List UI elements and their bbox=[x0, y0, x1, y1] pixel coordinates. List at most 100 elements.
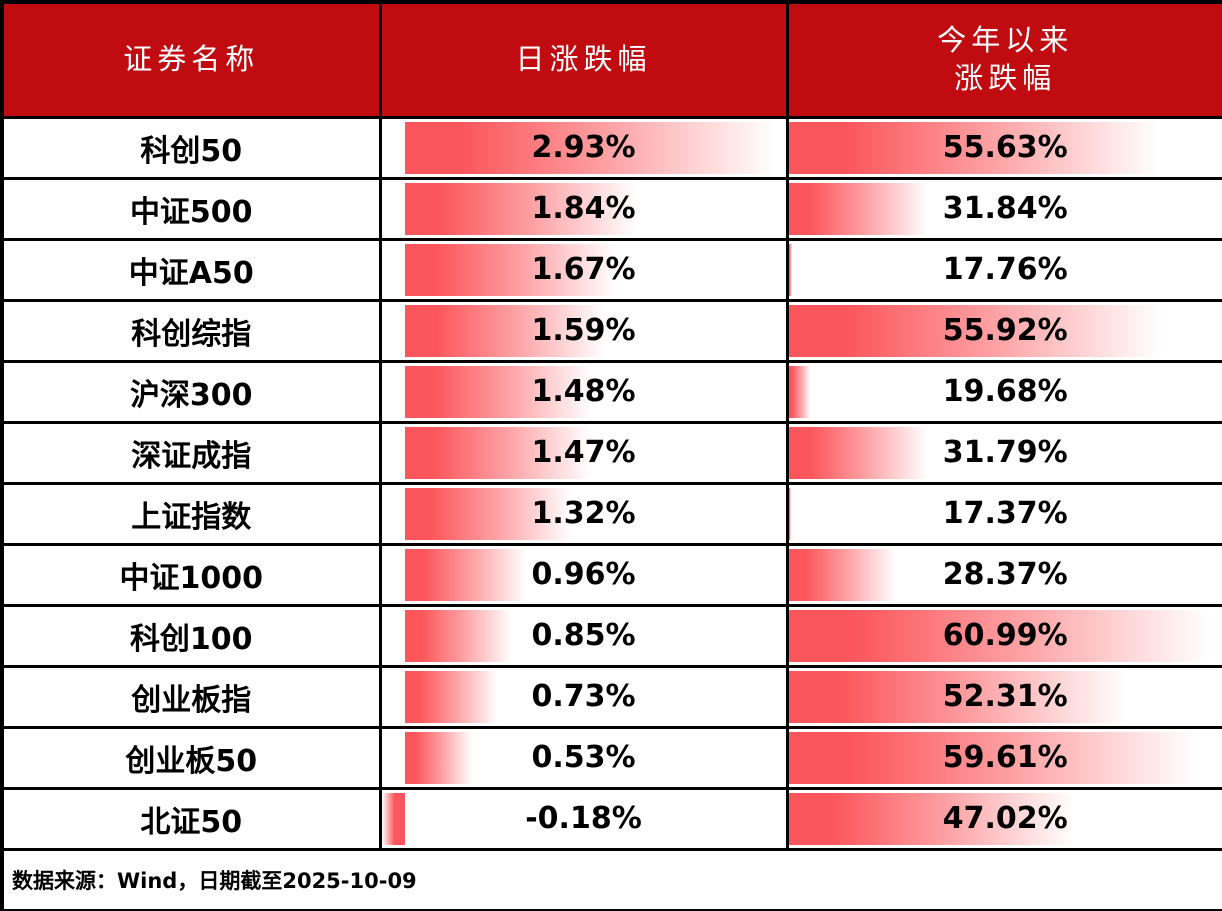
daily-change-databar bbox=[383, 792, 405, 845]
daily-change-cell: 0.85% bbox=[378, 603, 789, 668]
table-row: 深证成指 1.47% 31.79% bbox=[0, 420, 1222, 485]
daily-change-databar bbox=[404, 243, 622, 296]
ytd-change-databar bbox=[790, 670, 1136, 723]
ytd-change-value: 28.37% bbox=[942, 557, 1068, 592]
daily-change-cell: 1.47% bbox=[378, 420, 789, 485]
daily-change-value: 0.53% bbox=[531, 740, 636, 775]
daily-change-value: 1.32% bbox=[531, 496, 636, 531]
daily-change-value: 0.73% bbox=[531, 679, 636, 714]
ytd-change-databar bbox=[790, 121, 1169, 174]
daily-change-cell: 1.48% bbox=[378, 359, 789, 424]
daily-change-databar bbox=[404, 182, 644, 235]
index-name-cell: 科创综指 bbox=[0, 298, 382, 363]
daily-change-value: 1.59% bbox=[531, 313, 636, 348]
daily-change-value: 2.93% bbox=[531, 130, 636, 165]
daily-change-databar bbox=[404, 426, 596, 479]
ytd-change-cell: 28.37% bbox=[785, 542, 1222, 607]
index-name-cell: 创业板50 bbox=[0, 725, 382, 790]
col-header-ytd-line2: 涨跌幅 bbox=[954, 60, 1057, 95]
index-name: 科创100 bbox=[129, 621, 253, 657]
ytd-change-cell: 31.79% bbox=[785, 420, 1222, 485]
col-header-security-name: 证券名称 bbox=[0, 0, 382, 119]
ytd-change-value: 59.61% bbox=[942, 740, 1068, 775]
col-header-security-name-label: 证券名称 bbox=[123, 41, 260, 76]
daily-change-cell: 1.67% bbox=[378, 237, 789, 302]
table-row: 沪深300 1.48% 19.68% bbox=[0, 359, 1222, 424]
table-row: 创业板指 0.73% 52.31% bbox=[0, 664, 1222, 729]
table-row: 北证50 -0.18% 47.02% bbox=[0, 786, 1222, 851]
ytd-change-cell: 59.61% bbox=[785, 725, 1222, 790]
index-name-cell: 中证1000 bbox=[0, 542, 382, 607]
index-name: 深证成指 bbox=[131, 438, 252, 474]
ytd-change-value: 17.37% bbox=[942, 496, 1068, 531]
index-name: 中证A50 bbox=[128, 255, 254, 291]
daily-change-value: 1.48% bbox=[531, 374, 636, 409]
index-name-cell: 北证50 bbox=[0, 786, 382, 851]
index-name: 创业板指 bbox=[131, 682, 252, 718]
daily-change-databar bbox=[404, 609, 516, 662]
table-row: 科创综指 1.59% 55.92% bbox=[0, 298, 1222, 363]
daily-change-value: 1.67% bbox=[531, 252, 636, 287]
daily-change-value: 1.47% bbox=[531, 435, 636, 470]
daily-change-databar bbox=[404, 365, 598, 418]
ytd-change-value: 31.79% bbox=[942, 435, 1068, 470]
index-name-cell: 上证指数 bbox=[0, 481, 382, 546]
ytd-change-databar bbox=[790, 182, 933, 235]
index-name-cell: 深证成指 bbox=[0, 420, 382, 485]
daily-change-databar bbox=[404, 304, 612, 357]
daily-change-cell: 2.93% bbox=[378, 115, 789, 180]
table-row: 创业板50 0.53% 59.61% bbox=[0, 725, 1222, 790]
ytd-change-databar bbox=[790, 304, 1172, 357]
footer-row: 数据来源：Wind，日期截至2025-10-09 bbox=[0, 847, 1222, 911]
ytd-change-databar bbox=[790, 548, 898, 601]
daily-change-cell: 1.84% bbox=[378, 176, 789, 241]
daily-change-cell: 1.59% bbox=[378, 298, 789, 363]
ytd-change-value: 31.84% bbox=[942, 191, 1068, 226]
ytd-change-cell: 17.76% bbox=[785, 237, 1222, 302]
daily-change-cell: 1.32% bbox=[378, 481, 789, 546]
index-name-cell: 中证500 bbox=[0, 176, 382, 241]
col-header-daily-change-label: 日涨跌幅 bbox=[515, 41, 652, 76]
daily-change-value: 0.96% bbox=[531, 557, 636, 592]
ytd-change-value: 52.31% bbox=[942, 679, 1068, 714]
table-row: 上证指数 1.32% 17.37% bbox=[0, 481, 1222, 546]
ytd-change-databar bbox=[790, 792, 1084, 845]
col-header-ytd-change: 今年以来 涨跌幅 bbox=[785, 0, 1222, 119]
index-name: 中证500 bbox=[129, 194, 253, 230]
ytd-change-cell: 19.68% bbox=[785, 359, 1222, 424]
daily-change-databar bbox=[404, 121, 784, 174]
daily-change-cell: 0.73% bbox=[378, 664, 789, 729]
table-row: 科创50 2.93% 55.63% bbox=[0, 115, 1222, 180]
ytd-change-value: 19.68% bbox=[942, 374, 1068, 409]
index-name: 中证1000 bbox=[119, 560, 264, 596]
ytd-change-cell: 31.84% bbox=[785, 176, 1222, 241]
daily-change-value: -0.18% bbox=[525, 801, 642, 836]
ytd-change-databar bbox=[790, 365, 812, 418]
table-row: 中证A50 1.67% 17.76% bbox=[0, 237, 1222, 302]
ytd-change-databar bbox=[790, 609, 1221, 662]
ytd-change-cell: 47.02% bbox=[785, 786, 1222, 851]
data-source-note: 数据来源：Wind，日期截至2025-10-09 bbox=[12, 868, 417, 893]
footer-cell: 数据来源：Wind，日期截至2025-10-09 bbox=[0, 847, 1222, 911]
ytd-change-databar bbox=[790, 243, 793, 296]
daily-change-cell: 0.96% bbox=[378, 542, 789, 607]
index-name: 北证50 bbox=[140, 804, 243, 840]
ytd-change-value: 17.76% bbox=[942, 252, 1068, 287]
daily-change-databar bbox=[404, 670, 500, 723]
ytd-change-cell: 55.92% bbox=[785, 298, 1222, 363]
daily-change-cell: 0.53% bbox=[378, 725, 789, 790]
index-name-cell: 中证A50 bbox=[0, 237, 382, 302]
ytd-change-databar bbox=[790, 487, 791, 540]
ytd-change-cell: 52.31% bbox=[785, 664, 1222, 729]
ytd-change-databar bbox=[790, 426, 932, 479]
table-row: 中证1000 0.96% 28.37% bbox=[0, 542, 1222, 607]
ytd-change-cell: 55.63% bbox=[785, 115, 1222, 180]
daily-change-databar bbox=[404, 487, 577, 540]
index-name: 创业板50 bbox=[125, 743, 258, 779]
col-header-ytd-line1: 今年以来 bbox=[937, 23, 1074, 58]
daily-change-cell: -0.18% bbox=[378, 786, 789, 851]
header-row: 证券名称 日涨跌幅 今年以来 涨跌幅 bbox=[0, 0, 1222, 119]
ytd-change-value: 47.02% bbox=[942, 801, 1068, 836]
index-name: 上证指数 bbox=[131, 499, 252, 535]
